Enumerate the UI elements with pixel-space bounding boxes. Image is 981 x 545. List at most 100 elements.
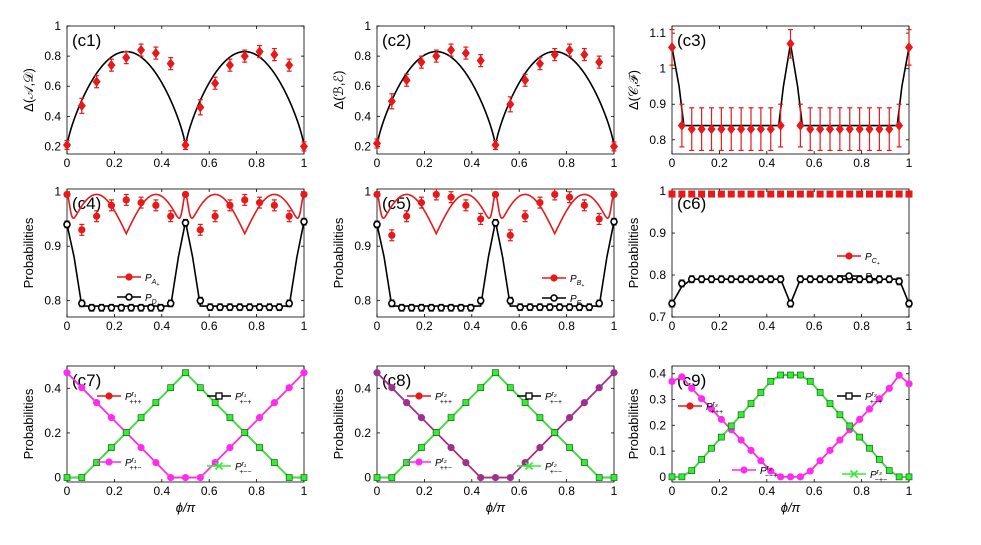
data-point [151,47,160,59]
y-tick-label: 0.6 [354,79,371,93]
data-point [117,303,126,312]
x-tick-label: 0.6 [201,484,218,498]
data-point [757,275,765,284]
data-point [737,436,745,444]
x-tick-label: 0 [374,319,381,333]
legend-marker [849,469,859,479]
x-tick-label: 0.2 [711,484,728,498]
x-tick-label: 0 [669,484,676,498]
x-tick-label: 0.8 [248,156,265,170]
data-point [797,371,804,379]
x-tick-label: 1 [611,156,618,170]
data-point [241,429,249,436]
data-point [905,473,913,481]
series-theory [66,50,305,147]
data-point [565,414,574,422]
x-tick-label: 1 [301,156,308,170]
data-point [610,190,618,199]
data-point [167,212,175,220]
data-point [521,74,530,86]
data-point [776,120,785,131]
legend-label: PD+ [145,293,160,308]
theory-curve [66,193,305,236]
data-point [181,190,190,199]
data-point [92,76,101,87]
data-point [806,377,814,385]
data-point [447,44,456,56]
data-point [668,299,676,308]
data-point [904,42,914,53]
data-point [506,296,515,305]
data-point [595,384,603,392]
legend-label: Pr₂ ++− [435,457,452,472]
x-tick-label: 0.4 [758,156,775,170]
x-tick-label: 1 [611,319,618,333]
data-point [196,102,205,113]
data-point [687,275,696,284]
data-point [255,46,264,57]
theory-curve [376,221,615,307]
data-point [255,303,264,311]
data-point [687,123,696,135]
x-tick-label: 0.4 [758,484,775,498]
data-point [476,296,485,305]
data-point [677,120,686,131]
data-point [747,400,755,407]
panel-label: (c7) [72,371,101,390]
data-point [757,389,765,396]
data-point [865,405,874,413]
panel-c6: 0 0.2 0.4 0.6 0.8 1 0.7 0.8 0.9 1 Probabilities (c6… [626,184,913,333]
data-point [477,384,485,392]
panel-label: (c4) [72,194,101,213]
data-point [373,190,381,199]
x-tick-label: 0.6 [201,319,218,333]
axes-box [671,365,910,483]
data-point [707,123,716,135]
data-point [492,369,499,377]
data-point [521,399,529,406]
data-point [806,275,815,284]
data-point [211,212,219,220]
data-point [825,123,835,135]
panel-label: (c8) [382,371,411,390]
data-point [63,369,71,377]
data-point [122,429,130,436]
data-point [865,275,874,284]
data-point [265,303,274,311]
data-point [766,123,775,135]
data-point [216,303,224,311]
data-point [885,467,893,474]
data-point [845,123,854,135]
legend-marker [845,252,853,260]
data-point [137,199,145,207]
data-point [182,369,189,377]
theory-curve [66,221,305,307]
data-point [491,218,500,227]
data-point [668,190,676,198]
y-tick-label: 0.7 [649,310,666,324]
data-point [285,299,293,308]
data-point [241,196,249,204]
series-P-E- [373,217,618,312]
data-point [372,138,382,149]
data-point [727,422,735,430]
axes-box [671,25,910,155]
data-point [905,299,913,308]
data-point [107,201,116,209]
y-axis-label: Δ(𝒞,ℱ) [626,70,641,110]
y-tick-label: 0 [659,470,666,484]
data-point [767,467,775,475]
legend-label: PE+ [570,294,584,309]
data-point [856,190,864,198]
legend: Pr₃ +++ Pr₃ +−+ Pr₃ −−+ Pr₃ −+− [678,391,887,484]
data-point [846,190,854,198]
x-tick-label: 0.4 [153,484,170,498]
x-tick-label: 0 [374,484,381,498]
data-point [727,275,736,284]
legend-label: Pr₃ +++ [706,401,723,416]
series-experiment [62,43,309,152]
data-point [678,473,686,481]
data-point [226,443,234,452]
y-tick-label: 0.3 [649,393,666,407]
y-tick-label: 1 [364,185,371,199]
